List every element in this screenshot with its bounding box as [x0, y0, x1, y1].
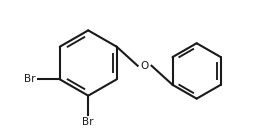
Text: O: O — [140, 61, 149, 71]
Text: Br: Br — [82, 118, 94, 127]
Text: Br: Br — [24, 74, 36, 84]
